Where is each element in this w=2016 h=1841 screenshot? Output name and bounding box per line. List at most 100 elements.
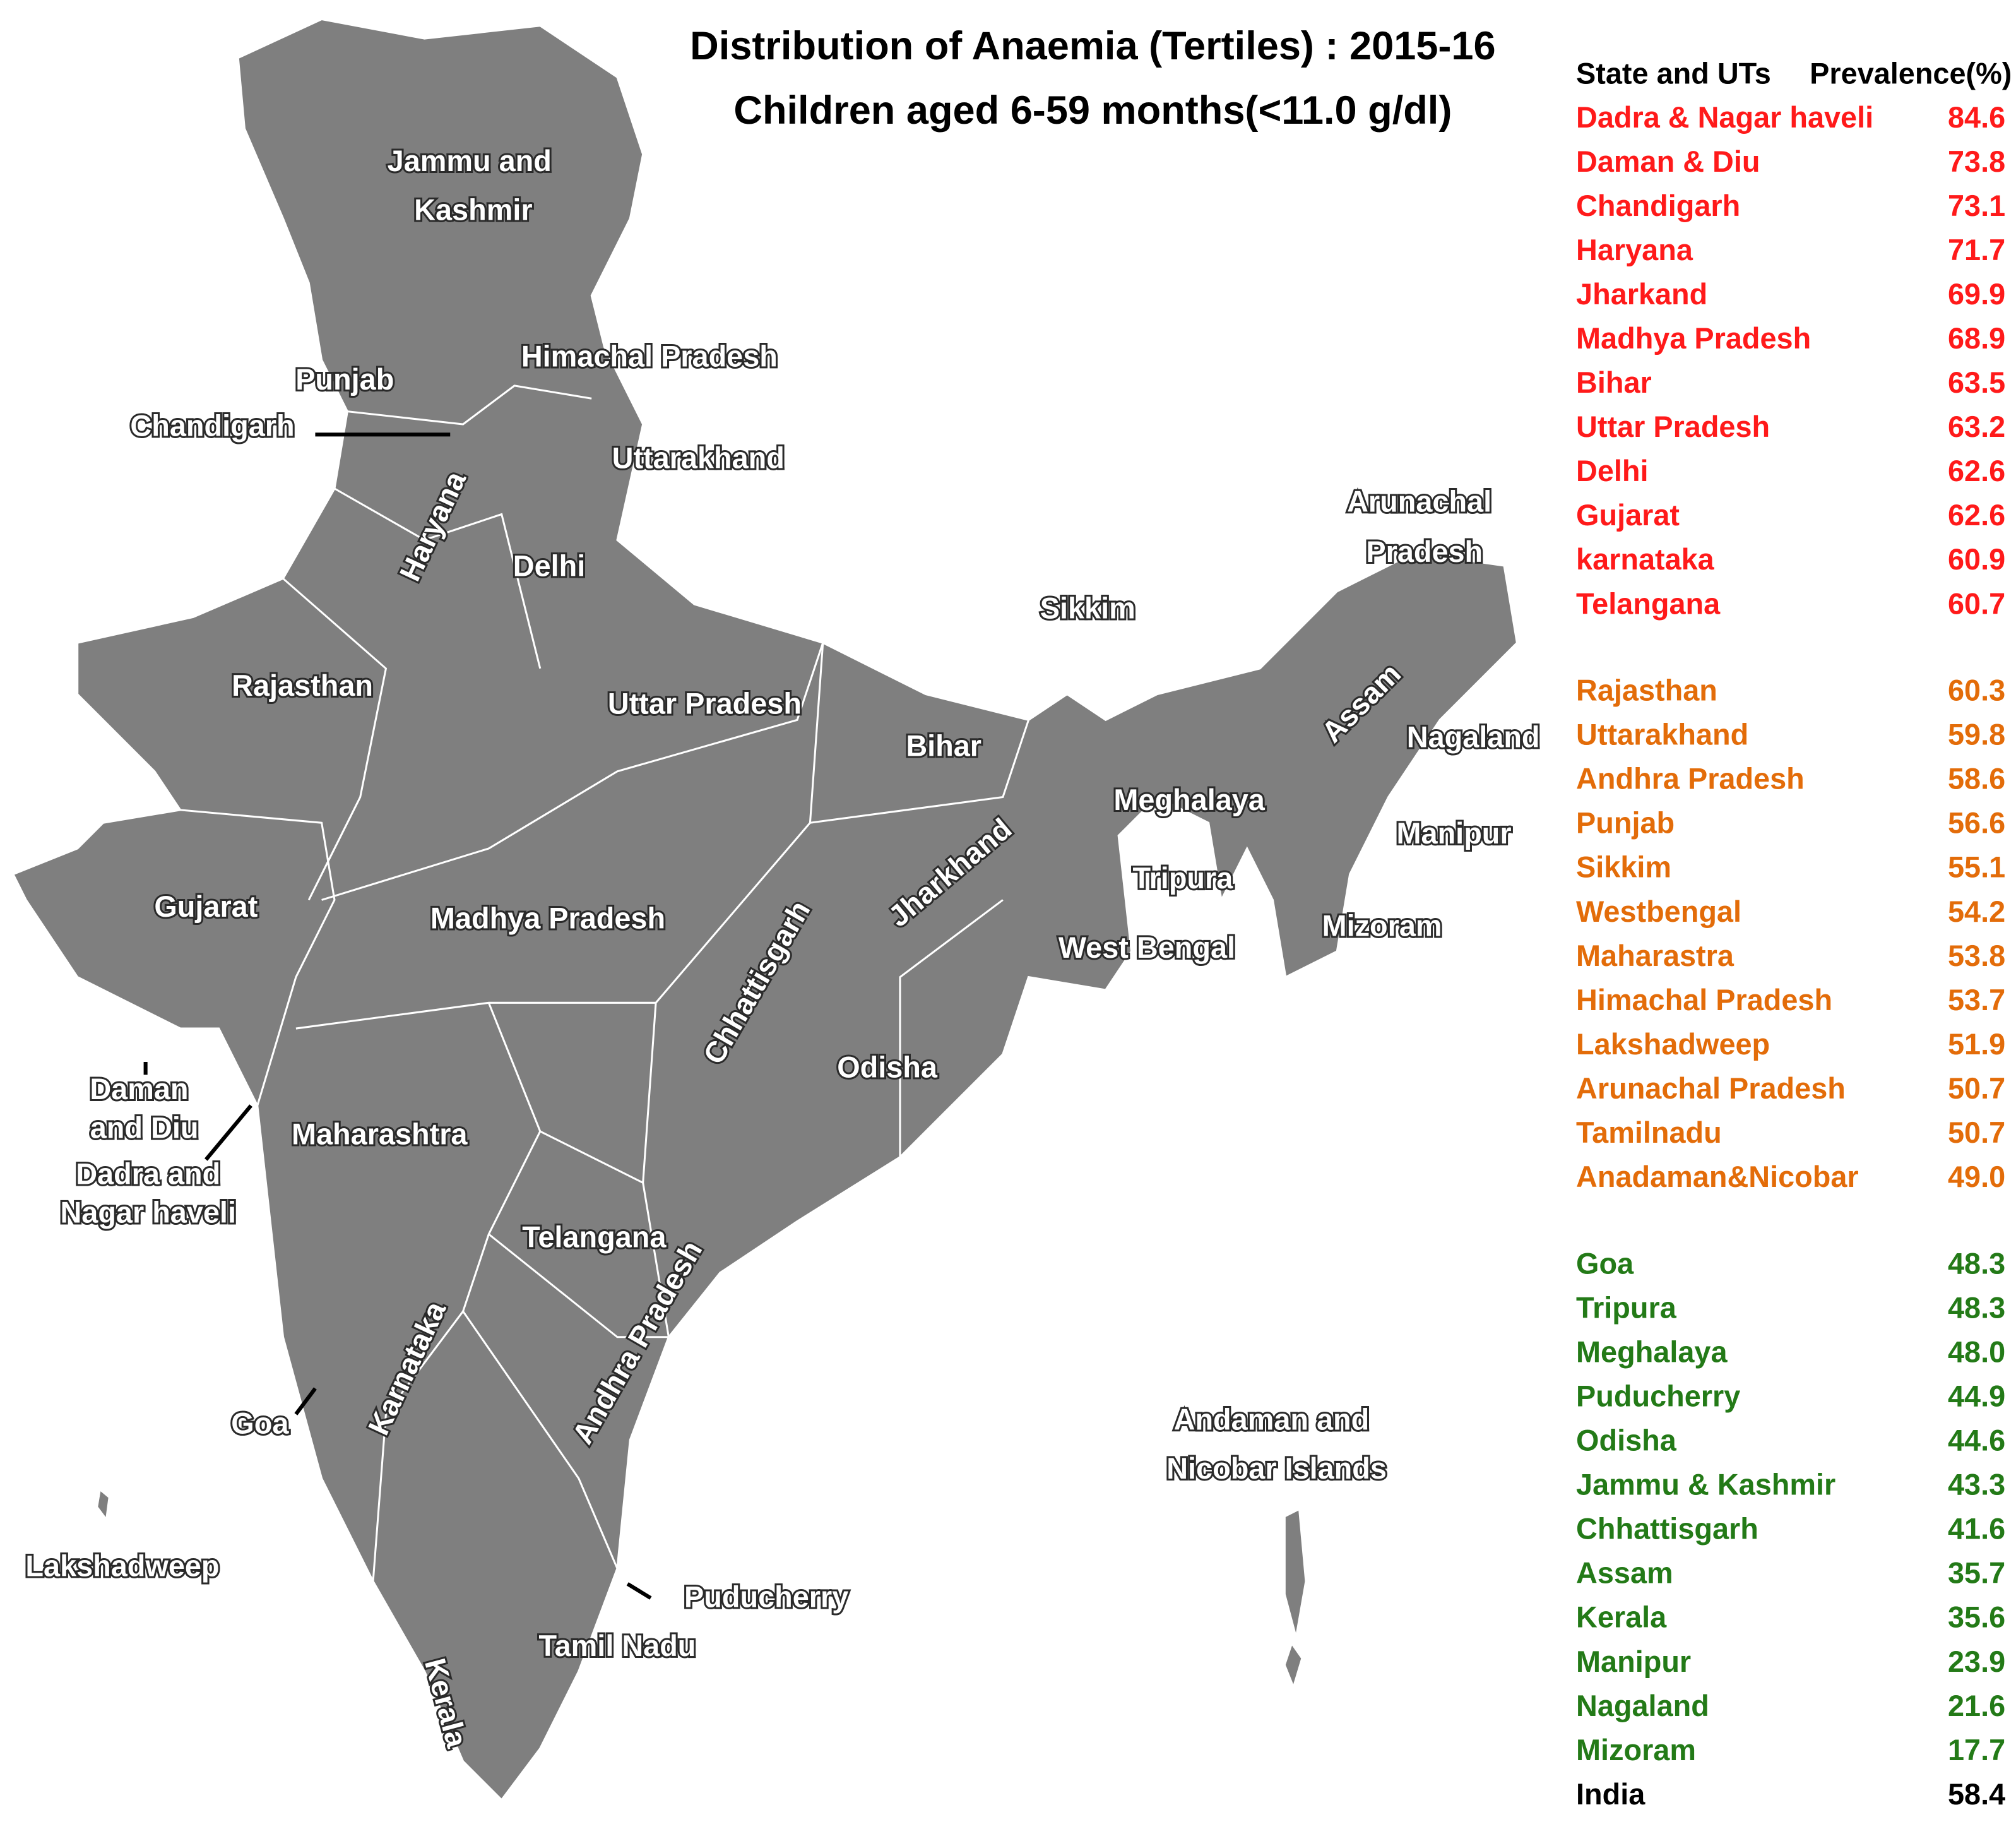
map-label: Rajasthan bbox=[232, 669, 373, 702]
map-label: Uttarakhand bbox=[612, 441, 785, 474]
leader-line bbox=[204, 1104, 252, 1161]
prevalence-value: 44.9 bbox=[1948, 1379, 2005, 1412]
prevalence-value: 62.6 bbox=[1948, 455, 2005, 487]
prevalence-value: 50.7 bbox=[1948, 1116, 2005, 1149]
map-label: Maharashtra bbox=[292, 1117, 468, 1150]
subtitle: Children aged 6-59 months(<11.0 g/dl) bbox=[733, 88, 1452, 133]
state-name: Mizoram bbox=[1576, 1734, 1696, 1767]
prevalence-value: 53.7 bbox=[1948, 984, 2005, 1016]
map-label: Uttar Pradesh bbox=[608, 687, 802, 720]
map-label: Delhi bbox=[513, 549, 586, 582]
state-name: Puducherry bbox=[1576, 1379, 1740, 1412]
map-label: Kashmir bbox=[414, 193, 532, 226]
map-label: Tamil Nadu bbox=[539, 1629, 696, 1662]
map-label: Gujarat bbox=[154, 890, 258, 923]
state-name: Odisha bbox=[1576, 1424, 1677, 1457]
state-name: Goa bbox=[1576, 1247, 1634, 1280]
prevalence-value: 60.3 bbox=[1948, 674, 2005, 707]
state-name: Daman & Diu bbox=[1576, 145, 1760, 178]
map-label: Dadra and bbox=[76, 1158, 220, 1191]
prevalence-value: 50.7 bbox=[1948, 1072, 2005, 1105]
map-label: Mizoram bbox=[1322, 910, 1442, 943]
prevalence-value: 62.6 bbox=[1948, 499, 2005, 532]
state-name: Nagaland bbox=[1576, 1689, 1709, 1722]
andaman-islands bbox=[1285, 1510, 1305, 1684]
lakshadweep-islands bbox=[98, 1491, 109, 1517]
state-name: Anadaman&Nicobar bbox=[1576, 1160, 1859, 1193]
state-name: Jammu & Kashmir bbox=[1576, 1469, 1835, 1501]
map-label: Pradesh bbox=[1366, 535, 1483, 568]
map-label: Goa bbox=[231, 1407, 289, 1440]
state-name: India bbox=[1576, 1778, 1645, 1811]
prevalence-value: 23.9 bbox=[1948, 1645, 2005, 1678]
prevalence-value: 73.1 bbox=[1948, 189, 2005, 222]
map-label: Madhya Pradesh bbox=[430, 902, 665, 934]
prevalence-value: 49.0 bbox=[1948, 1160, 2005, 1193]
prevalence-value: 41.6 bbox=[1948, 1513, 2005, 1546]
map-label: Arunachal bbox=[1347, 486, 1491, 518]
state-name: Tamilnadu bbox=[1576, 1116, 1722, 1149]
state-name: Delhi bbox=[1576, 455, 1649, 487]
map-label: Nagar haveli bbox=[60, 1196, 236, 1229]
state-name: Punjab bbox=[1576, 807, 1675, 840]
state-name: Lakshadweep bbox=[1576, 1028, 1770, 1061]
map-label: Tripura bbox=[1133, 862, 1234, 895]
state-name: Meghalaya bbox=[1576, 1335, 1728, 1368]
state-name: karnataka bbox=[1576, 543, 1715, 576]
state-name: Uttarakhand bbox=[1576, 718, 1748, 751]
state-name: Uttar Pradesh bbox=[1576, 410, 1770, 443]
map-label: and Diu bbox=[90, 1111, 199, 1144]
prevalence-value: 43.3 bbox=[1948, 1469, 2005, 1501]
map-label: Telangana bbox=[522, 1220, 667, 1253]
prevalence-value: 56.6 bbox=[1948, 807, 2005, 840]
prevalence-value: 68.9 bbox=[1948, 322, 2005, 355]
map-label: Nicobar Islands bbox=[1166, 1452, 1387, 1485]
prevalence-value: 35.6 bbox=[1948, 1601, 2005, 1634]
prevalence-value: 58.6 bbox=[1948, 763, 2005, 795]
table-header: State and UTs bbox=[1576, 57, 1771, 90]
map-label: Jammu and bbox=[388, 145, 552, 177]
prevalence-value: 48.3 bbox=[1948, 1247, 2005, 1280]
state-name: Maharastra bbox=[1576, 939, 1734, 972]
state-name: Tripura bbox=[1576, 1291, 1677, 1324]
map-label: Puducherry bbox=[684, 1581, 848, 1614]
state-name: Dadra & Nagar haveli bbox=[1576, 101, 1873, 134]
state-name: Telangana bbox=[1576, 587, 1721, 620]
leader-line bbox=[294, 1387, 317, 1415]
state-name: Sikkim bbox=[1576, 851, 1671, 884]
prevalence-value: 73.8 bbox=[1948, 145, 2005, 178]
title: Distribution of Anaemia (Tertiles) : 201… bbox=[690, 24, 1496, 68]
prevalence-value: 84.6 bbox=[1948, 101, 2005, 134]
india-map bbox=[11, 18, 1519, 1802]
map-label: Andaman and bbox=[1174, 1403, 1370, 1436]
leader-line bbox=[626, 1582, 652, 1600]
prevalence-value: 69.9 bbox=[1948, 278, 2005, 311]
prevalence-value: 58.4 bbox=[1948, 1778, 2005, 1811]
map-label: West Bengal bbox=[1058, 931, 1235, 964]
state-name: Gujarat bbox=[1576, 499, 1680, 532]
map-label: Nagaland bbox=[1407, 720, 1540, 753]
state-borders bbox=[180, 384, 1030, 1582]
prevalence-value: 35.7 bbox=[1948, 1557, 2005, 1590]
map-label: Punjab bbox=[295, 363, 394, 396]
state-name: Rajasthan bbox=[1576, 674, 1717, 707]
prevalence-value: 63.2 bbox=[1948, 410, 2005, 443]
prevalence-value: 44.6 bbox=[1948, 1424, 2005, 1457]
prevalence-value: 48.0 bbox=[1948, 1335, 2005, 1368]
prevalence-value: 60.9 bbox=[1948, 543, 2005, 576]
prevalence-value: 48.3 bbox=[1948, 1291, 2005, 1324]
state-name: Kerala bbox=[1576, 1601, 1667, 1634]
state-name: Jharkand bbox=[1576, 278, 1707, 311]
prevalence-value: 63.5 bbox=[1948, 366, 2005, 399]
prevalence-value: 55.1 bbox=[1948, 851, 2005, 884]
state-name: Andhra Pradesh bbox=[1576, 763, 1805, 795]
prevalence-value: 59.8 bbox=[1948, 718, 2005, 751]
map-label: Bihar bbox=[906, 730, 981, 763]
prevalence-value: 54.2 bbox=[1948, 895, 2005, 928]
prevalence-value: 17.7 bbox=[1948, 1734, 2005, 1767]
state-name: Chandigarh bbox=[1576, 189, 1740, 222]
map-label: Himachal Pradesh bbox=[521, 340, 778, 373]
state-name: Bihar bbox=[1576, 366, 1652, 399]
map-label: Lakshadweep bbox=[25, 1550, 219, 1583]
